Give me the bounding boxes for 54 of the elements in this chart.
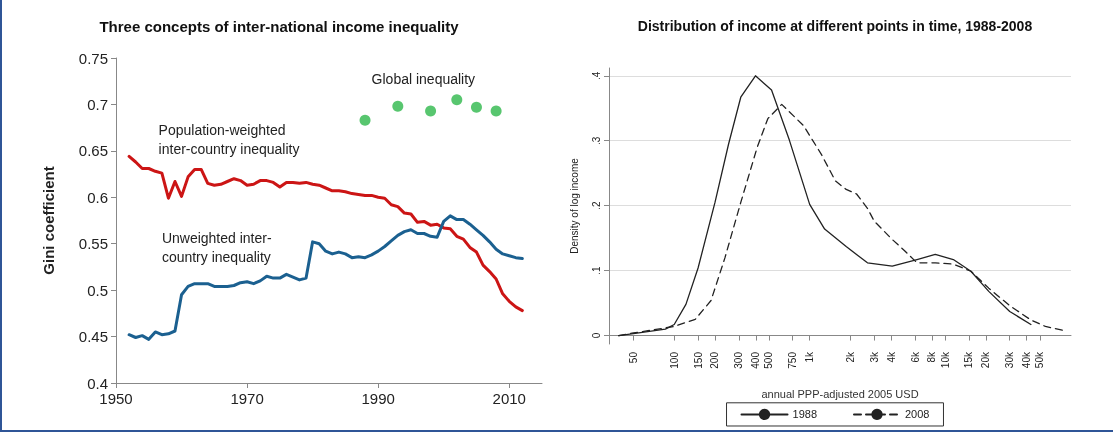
y-tick-label: .4 bbox=[590, 71, 602, 80]
x-tick-label: 50k bbox=[1034, 351, 1046, 369]
y-tick-label: 0.65 bbox=[78, 142, 108, 160]
x-tick-label: 750 bbox=[787, 351, 799, 369]
x-tick-label: 300 bbox=[733, 351, 745, 369]
series-label: Unweighted inter- country inequality bbox=[161, 229, 272, 265]
point bbox=[490, 105, 502, 117]
y-tick-label: 0.6 bbox=[87, 188, 108, 206]
x-tick-label: 1950 bbox=[99, 390, 133, 407]
x-tick-label: 150 bbox=[692, 351, 704, 369]
x-tick-label: 400 bbox=[750, 351, 762, 369]
chart-title: Distribution of income at different points in time, 1988-2008 bbox=[637, 18, 1033, 34]
x-tick-label: 40k bbox=[1021, 351, 1033, 369]
point bbox=[392, 100, 404, 112]
x-tick-label: 30k bbox=[1004, 351, 1016, 369]
x-tick-label: 1990 bbox=[361, 390, 395, 407]
y-tick-label: 0.5 bbox=[87, 281, 108, 299]
series-label: Global inequality bbox=[371, 71, 476, 88]
y-tick-label: .3 bbox=[590, 136, 602, 145]
x-tick-label: 4k bbox=[885, 351, 897, 363]
legend-label: 2008 bbox=[905, 408, 930, 421]
x-tick-label: 15k bbox=[963, 351, 975, 369]
y-tick-label: 0 bbox=[590, 332, 602, 339]
legend-label: 1988 bbox=[792, 408, 818, 421]
x-tick-label: 10k bbox=[939, 351, 951, 369]
x-tick-label: 20k bbox=[980, 351, 992, 369]
series-label: Population-weighted inter-country inequality bbox=[158, 122, 300, 158]
x-axis-title: annual PPP-adjusted 2005 USD bbox=[761, 387, 919, 400]
y-tick-label: 0.75 bbox=[78, 49, 108, 67]
x-tick-label: 1970 bbox=[230, 390, 264, 407]
x-tick-label: 200 bbox=[709, 351, 721, 369]
x-tick-label: 8k bbox=[926, 351, 938, 363]
x-tick-label: 3k bbox=[868, 351, 880, 363]
x-tick-label: 1k bbox=[804, 351, 816, 363]
x-tick-label: 6k bbox=[909, 351, 921, 363]
chart-title: Three concepts of inter-national income inequality bbox=[99, 18, 460, 35]
x-tick-label: 2010 bbox=[492, 390, 526, 407]
y-tick-label: 0.55 bbox=[78, 235, 108, 253]
x-tick-label: 100 bbox=[668, 351, 680, 369]
point bbox=[451, 94, 463, 106]
y-axis-title: Density of log income bbox=[568, 157, 580, 254]
line-series bbox=[127, 214, 524, 341]
y-tick-label: .2 bbox=[590, 201, 602, 210]
point bbox=[359, 114, 371, 126]
y-tick-label: .1 bbox=[590, 266, 602, 275]
y-tick-label: 0.4 bbox=[87, 374, 108, 392]
x-tick-label: 2k bbox=[844, 351, 856, 363]
y-tick-label: 0.7 bbox=[87, 95, 108, 113]
x-tick-label: 50 bbox=[627, 351, 639, 364]
point bbox=[425, 105, 437, 117]
y-tick-label: 0.45 bbox=[78, 328, 108, 346]
x-tick-label: 500 bbox=[763, 351, 775, 369]
y-axis-title: Gini coefficient bbox=[40, 166, 57, 275]
point bbox=[470, 101, 482, 113]
